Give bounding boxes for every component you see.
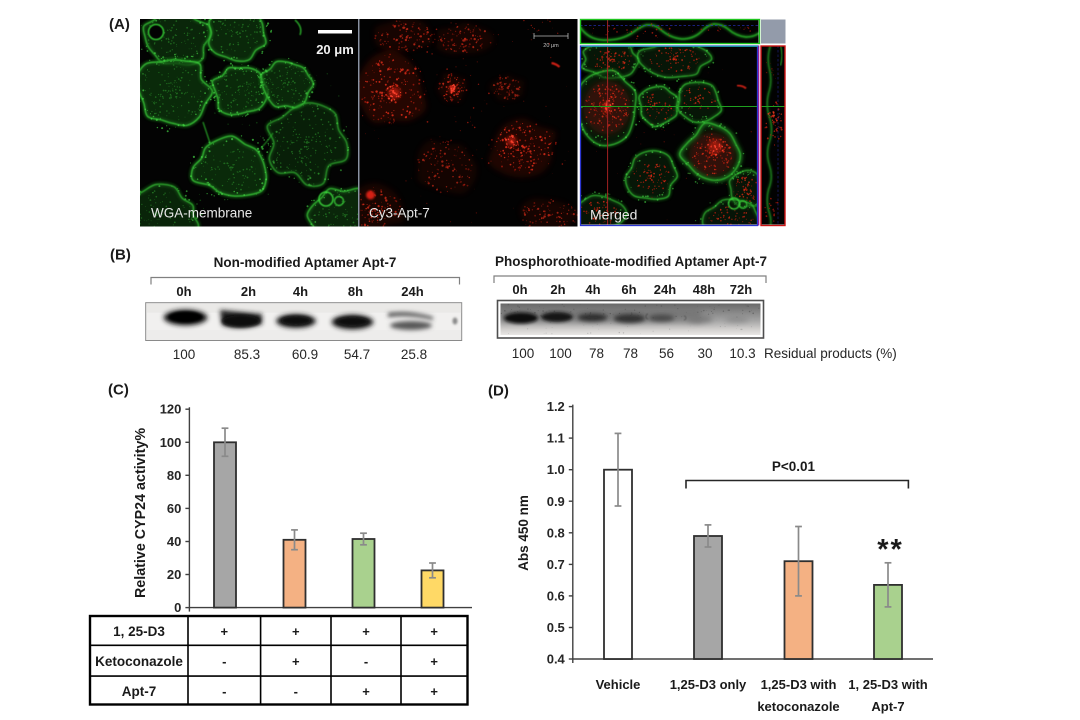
svg-text:+: + — [362, 684, 370, 699]
svg-text:(A): (A) — [109, 16, 130, 33]
svg-text:100: 100 — [549, 346, 572, 361]
svg-text:120: 120 — [160, 402, 182, 417]
svg-text:0.7: 0.7 — [547, 557, 565, 572]
svg-text:0.8: 0.8 — [547, 525, 565, 540]
svg-text:ketoconazole: ketoconazole — [757, 699, 839, 714]
svg-text:+: + — [430, 684, 438, 699]
svg-text:48h: 48h — [693, 282, 715, 297]
svg-text:P<0.01: P<0.01 — [772, 459, 816, 474]
svg-text:+: + — [292, 654, 300, 669]
svg-text:0.4: 0.4 — [547, 652, 566, 667]
svg-text:20 μm: 20 μm — [543, 43, 559, 49]
svg-text:WGA-membrane: WGA-membrane — [151, 206, 252, 221]
svg-text:-: - — [222, 654, 226, 669]
svg-text:0: 0 — [174, 600, 181, 615]
svg-text:-: - — [364, 654, 368, 669]
svg-text:78: 78 — [589, 346, 604, 361]
svg-text:-: - — [222, 684, 226, 699]
svg-text:Residual products (%): Residual products (%) — [764, 346, 897, 361]
svg-text:Non-modified Aptamer Apt-7: Non-modified Aptamer Apt-7 — [214, 255, 397, 270]
svg-text:2h: 2h — [241, 284, 256, 299]
svg-text:24h: 24h — [401, 284, 423, 299]
svg-text:4h: 4h — [585, 282, 600, 297]
svg-text:0h: 0h — [176, 284, 191, 299]
svg-text:Apt-7: Apt-7 — [122, 684, 157, 699]
svg-text:25.8: 25.8 — [401, 347, 427, 362]
svg-text:(C): (C) — [108, 382, 129, 399]
svg-text:1, 25-D3: 1, 25-D3 — [113, 624, 165, 639]
svg-text:(D): (D) — [488, 383, 509, 400]
svg-text:1.2: 1.2 — [547, 399, 565, 414]
svg-text:1.1: 1.1 — [547, 431, 565, 446]
svg-text:72h: 72h — [730, 282, 752, 297]
svg-text:56: 56 — [659, 346, 674, 361]
svg-text:20 μm: 20 μm — [316, 42, 354, 57]
svg-text:0.9: 0.9 — [547, 494, 565, 509]
svg-text:100: 100 — [173, 347, 196, 362]
svg-text:Apt-7: Apt-7 — [871, 699, 904, 714]
svg-text:20: 20 — [167, 567, 181, 582]
svg-text:1,25-D3 with: 1,25-D3 with — [761, 677, 837, 692]
svg-text:Merged: Merged — [590, 207, 637, 223]
svg-text:30: 30 — [697, 346, 712, 361]
svg-text:Abs 450 nm: Abs 450 nm — [516, 495, 531, 571]
svg-text:+: + — [221, 624, 229, 639]
svg-text:60: 60 — [167, 501, 181, 516]
svg-text:85.3: 85.3 — [234, 347, 260, 362]
svg-text:-: - — [294, 684, 298, 699]
svg-text:6h: 6h — [621, 282, 636, 297]
svg-text:Cy3-Apt-7: Cy3-Apt-7 — [369, 206, 430, 221]
svg-text:100: 100 — [160, 435, 182, 450]
svg-text:1,25-D3 only: 1,25-D3 only — [670, 677, 747, 692]
svg-text:+: + — [292, 624, 300, 639]
svg-text:Relative CYP24 activity%: Relative CYP24 activity% — [133, 428, 149, 598]
svg-text:**: ** — [877, 534, 904, 566]
svg-text:0.6: 0.6 — [547, 588, 565, 603]
svg-text:+: + — [362, 624, 370, 639]
svg-text:0h: 0h — [512, 282, 527, 297]
svg-text:24h: 24h — [654, 282, 676, 297]
svg-text:80: 80 — [167, 468, 181, 483]
svg-text:40: 40 — [167, 534, 181, 549]
svg-text:0.5: 0.5 — [547, 620, 565, 635]
svg-text:1.0: 1.0 — [547, 462, 565, 477]
svg-text:(B): (B) — [110, 247, 131, 264]
svg-text:+: + — [430, 624, 438, 639]
svg-text:+: + — [430, 654, 438, 669]
svg-text:4h: 4h — [293, 284, 308, 299]
svg-text:Vehicle: Vehicle — [596, 677, 641, 692]
svg-text:100: 100 — [512, 346, 535, 361]
svg-text:2h: 2h — [550, 282, 565, 297]
svg-text:78: 78 — [623, 346, 638, 361]
svg-text:Ketoconazole: Ketoconazole — [95, 654, 183, 669]
svg-text:54.7: 54.7 — [344, 347, 370, 362]
svg-text:60.9: 60.9 — [292, 347, 318, 362]
svg-text:1, 25-D3 with: 1, 25-D3 with — [848, 677, 928, 692]
svg-text:Phosphorothioate-modified Apta: Phosphorothioate-modified Aptamer Apt-7 — [495, 254, 767, 269]
svg-text:8h: 8h — [348, 284, 363, 299]
svg-text:10.3: 10.3 — [729, 346, 755, 361]
